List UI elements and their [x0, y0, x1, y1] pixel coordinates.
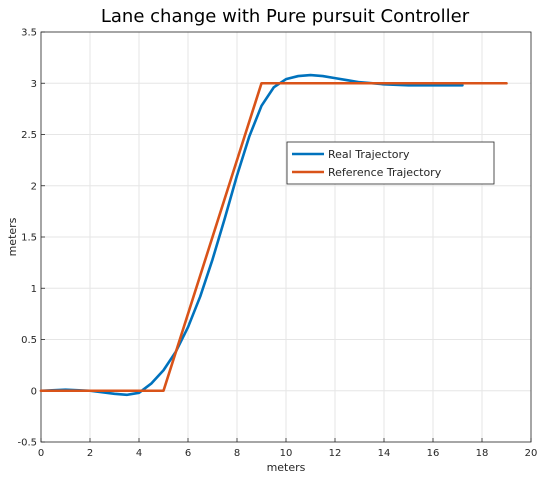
chart-title: Lane change with Pure pursuit Controller	[101, 6, 470, 27]
x-tick-label: 10	[280, 448, 293, 459]
x-tick-label: 14	[378, 448, 391, 459]
y-axis-label: meters	[6, 217, 19, 256]
legend: Real Trajectory Reference Trajectory	[286, 141, 495, 185]
x-tick-label: 16	[427, 448, 440, 459]
y-tick-label: 2.5	[21, 130, 37, 141]
series-lines	[39, 73, 508, 397]
x-tick-label: 6	[185, 448, 191, 459]
x-tick-label: 12	[329, 448, 342, 459]
legend-box	[286, 141, 495, 185]
y-tick-label: 0.5	[21, 335, 37, 346]
x-tick-label: 20	[525, 448, 538, 459]
x-axis-label: meters	[267, 461, 306, 474]
x-tick-label: 4	[136, 448, 142, 459]
x-tick-label: 2	[87, 448, 93, 459]
y-tick-label: -0.5	[17, 438, 37, 449]
y-axis: -0.5 0 0.5 1 1.5 2 2.5 3 3.5	[17, 28, 45, 449]
y-tick-label: 3.5	[21, 28, 37, 39]
y-tick-label: 1.5	[21, 233, 37, 244]
y-tick-label: 0	[31, 386, 37, 397]
y-tick-label: 3	[31, 79, 37, 90]
y-tick-label: 2	[31, 181, 37, 192]
x-tick-label: 8	[234, 448, 240, 459]
x-axis: 0 2 4 6 8 10 12 14 16 18 20	[38, 438, 538, 459]
x-tick-label: 0	[38, 448, 44, 459]
x-tick-label: 18	[476, 448, 489, 459]
legend-label-0: Real Trajectory	[328, 148, 410, 161]
series-line-0	[39, 73, 464, 397]
legend-label-1: Reference Trajectory	[328, 166, 442, 179]
series-line-1	[39, 81, 508, 393]
grid	[40, 31, 532, 443]
y-tick-label: 1	[31, 284, 37, 295]
